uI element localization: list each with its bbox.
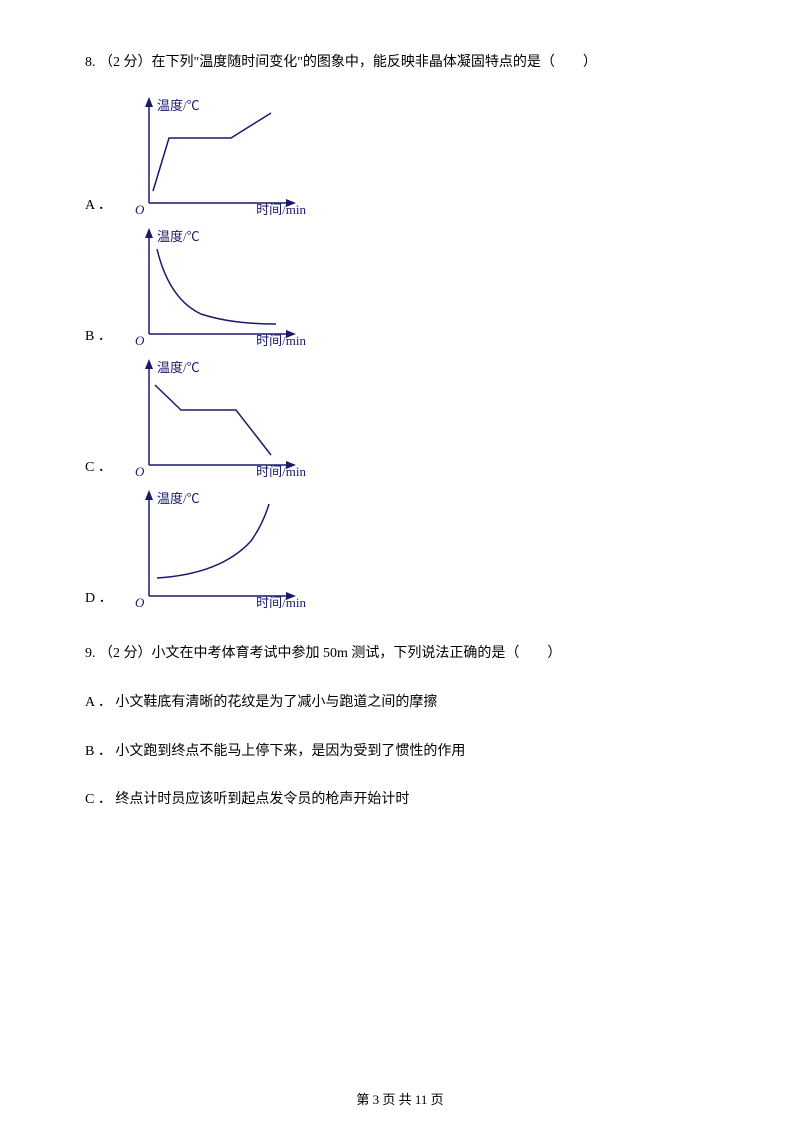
chart-a-ylabel: 温度/℃: [157, 95, 200, 114]
chart-d: 温度/℃ 时间/min O: [121, 486, 306, 611]
chart-c: 温度/℃ 时间/min O: [121, 355, 306, 480]
option-label-d: D ．: [85, 587, 121, 611]
q9-number: 9.: [85, 646, 96, 661]
q9-stem: 9. （2 分）小文在中考体育考试中参加 50m 测试，下列说法正确的是（ ）: [85, 641, 715, 666]
chart-c-xlabel: 时间/min: [256, 461, 306, 480]
chart-d-xlabel: 时间/min: [256, 592, 306, 611]
q8-option-c: C ． 温度/℃ 时间/min O: [85, 355, 715, 480]
chart-c-origin: O: [135, 464, 144, 480]
option-label-a: A ．: [85, 194, 121, 218]
q8-number: 8.: [85, 55, 96, 70]
chart-a: 温度/℃ 时间/min O: [121, 93, 306, 218]
q8-option-d: D ． 温度/℃ 时间/min O: [85, 486, 715, 611]
q8-text: 在下列"温度随时间变化"的图象中，能反映非晶体凝固特点的是（ ）: [152, 55, 597, 70]
q9-block: 9. （2 分）小文在中考体育考试中参加 50m 测试，下列说法正确的是（ ） …: [85, 641, 715, 811]
chart-d-ylabel: 温度/℃: [157, 488, 200, 507]
chart-c-ylabel: 温度/℃: [157, 357, 200, 376]
q8-points: （2 分）: [99, 55, 152, 70]
q9-option-b: B ． 小文跑到终点不能马上停下来，是因为受到了惯性的作用: [85, 741, 715, 763]
q9-text: 小文在中考体育考试中参加 50m 测试，下列说法正确的是（ ）: [152, 646, 562, 661]
q9-points: （2 分）: [99, 646, 152, 661]
chart-a-origin: O: [135, 202, 144, 218]
chart-b-xlabel: 时间/min: [256, 330, 306, 349]
chart-a-xlabel: 时间/min: [256, 199, 306, 218]
chart-d-origin: O: [135, 595, 144, 611]
q9-option-c: C ． 终点计时员应该听到起点发令员的枪声开始计时: [85, 789, 715, 811]
q9-option-a: A ． 小文鞋底有清晰的花纹是为了减小与跑道之间的摩擦: [85, 692, 715, 714]
page-content: 8. （2 分）在下列"温度随时间变化"的图象中，能反映非晶体凝固特点的是（ ）…: [0, 0, 800, 812]
chart-b: 温度/℃ 时间/min O: [121, 224, 306, 349]
option-label-c: C ．: [85, 456, 121, 480]
q8-option-a: A ． 温度/℃ 时间/min O: [85, 93, 715, 218]
chart-b-origin: O: [135, 333, 144, 349]
q8-option-b: B ． 温度/℃ 时间/min O: [85, 224, 715, 349]
q8-stem: 8. （2 分）在下列"温度随时间变化"的图象中，能反映非晶体凝固特点的是（ ）: [85, 50, 715, 75]
page-footer: 第 3 页 共 11 页: [0, 1089, 800, 1108]
chart-b-ylabel: 温度/℃: [157, 226, 200, 245]
option-label-b: B ．: [85, 325, 121, 349]
